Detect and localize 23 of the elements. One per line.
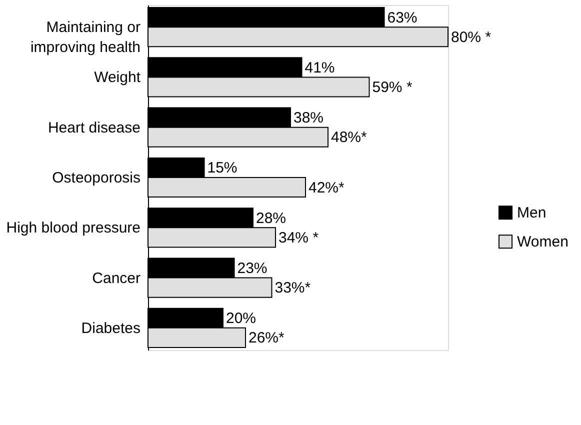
data-label: 26%* [248, 330, 285, 347]
y-tick-label: Osteoporosis [52, 170, 140, 186]
y-tick-label: Heart disease [48, 119, 140, 136]
data-label: 23% [237, 260, 268, 278]
data-label: 38% [294, 110, 324, 127]
y-tick-label: High blood pressure [6, 220, 140, 237]
y-tick-label: Cancer [92, 270, 140, 287]
data-label: 63% [387, 9, 418, 26]
legend-label: Women [517, 234, 568, 251]
data-label: 80% * [451, 28, 492, 46]
y-tick-label: Maintaining or improving health [30, 19, 141, 56]
data-label: 48%* [331, 129, 368, 146]
data-label: 42%* [308, 179, 345, 196]
y-tick-label: Weight [94, 69, 142, 86]
data-label: 15% [207, 160, 238, 177]
data-label: 20% [226, 310, 256, 328]
data-label: 59% * [372, 78, 412, 96]
data-label: 33%* [274, 280, 311, 297]
data-label: 41% [304, 59, 335, 76]
y-tick-label: Diabetes [81, 320, 140, 337]
data-label: 34% * [278, 229, 319, 246]
legend-label: Men [517, 204, 546, 222]
data-label: 28% [256, 210, 286, 227]
